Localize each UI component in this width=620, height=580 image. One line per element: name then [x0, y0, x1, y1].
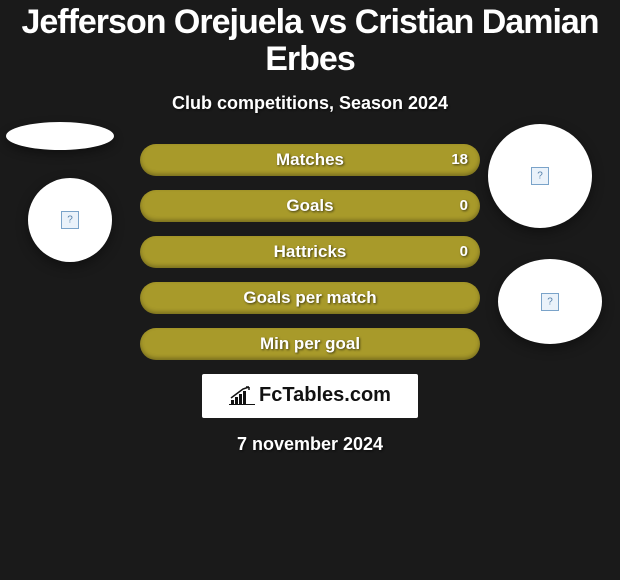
- comparison-container: Matches 18 Goals 0 Hattricks 0 Goals per…: [0, 144, 620, 455]
- brand-suffix: Tables.com: [282, 384, 391, 406]
- stat-bar: Hattricks 0: [140, 236, 480, 268]
- image-placeholder-icon: [541, 293, 559, 311]
- stat-value-right: 18: [451, 151, 468, 168]
- right-avatar-circle-top: [488, 124, 592, 228]
- bar-chart-icon: [229, 386, 255, 406]
- stat-value-right: 0: [460, 197, 468, 214]
- image-placeholder-icon: [531, 167, 549, 185]
- left-avatar-circle: [28, 178, 112, 262]
- stat-label: Matches: [276, 150, 344, 170]
- stat-label: Goals per match: [243, 288, 376, 308]
- stat-label: Min per goal: [260, 334, 360, 354]
- stat-label: Goals: [286, 196, 333, 216]
- stat-bar: Goals 0: [140, 190, 480, 222]
- brand-text: FcTables.com: [259, 384, 391, 407]
- stat-bar: Matches 18: [140, 144, 480, 176]
- stat-bars: Matches 18 Goals 0 Hattricks 0 Goals per…: [140, 144, 480, 360]
- right-avatar-circle-bottom: [498, 259, 602, 344]
- stat-bar: Min per goal: [140, 328, 480, 360]
- stat-bar: Goals per match: [140, 282, 480, 314]
- image-placeholder-icon: [61, 211, 79, 229]
- brand-prefix: Fc: [259, 384, 282, 406]
- page-title: Jefferson Orejuela vs Cristian Damian Er…: [0, 0, 620, 79]
- date-label: 7 november 2024: [0, 434, 620, 455]
- brand-logo-box: FcTables.com: [202, 374, 418, 418]
- page-subtitle: Club competitions, Season 2024: [0, 93, 620, 114]
- stat-label: Hattricks: [274, 242, 347, 262]
- stat-value-right: 0: [460, 243, 468, 260]
- left-flat-ellipse: [6, 122, 114, 150]
